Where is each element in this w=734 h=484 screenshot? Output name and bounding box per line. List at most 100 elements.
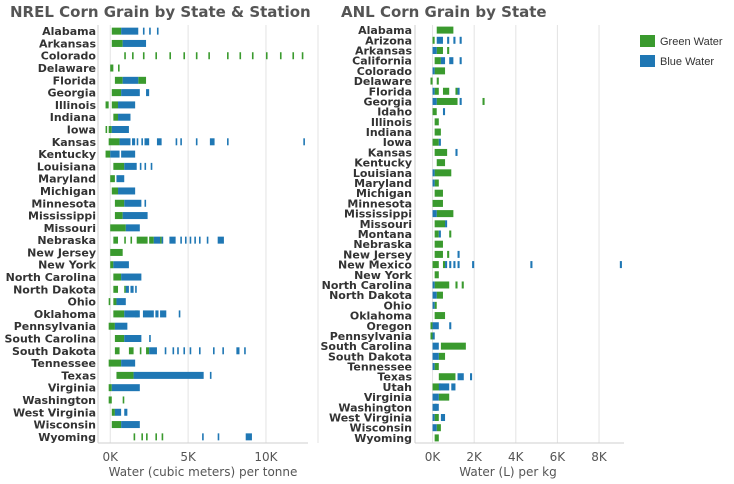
anl-state-label-michigan: Michigan	[356, 187, 412, 200]
nrel-blue-water-mark	[156, 138, 162, 146]
nrel-state-label-virginia: Virginia	[48, 382, 96, 395]
anl-green-water-mark	[434, 250, 443, 258]
anl-state-label-virginia: Virginia	[364, 391, 412, 404]
nrel-blue-water-mark	[142, 27, 145, 35]
anl-blue-water-mark	[438, 383, 450, 391]
anl-green-water-mark	[434, 301, 437, 309]
nrel-green-water-mark	[161, 433, 164, 441]
nrel-state-label-michigan: Michigan	[40, 185, 96, 198]
anl-state-label-west-virginia: West Virginia	[329, 412, 412, 425]
anl-x-tick-label: 4K	[508, 450, 525, 464]
nrel-green-water-mark	[122, 396, 125, 404]
nrel-green-water-mark	[124, 285, 126, 293]
anl-state-label-minnesota: Minnesota	[347, 197, 412, 210]
anl-green-water-mark	[434, 148, 448, 156]
nrel-blue-water-mark	[149, 335, 151, 342]
nrel-green-water-mark	[114, 199, 125, 207]
nrel-green-water-mark	[265, 52, 268, 60]
legend: Green Water Blue Water	[640, 35, 723, 68]
nrel-green-water-mark	[113, 236, 119, 244]
nrel-green-water-mark	[169, 52, 172, 60]
nrel-blue-water-mark	[180, 236, 182, 244]
anl-state-label-montana: Montana	[358, 228, 412, 241]
nrel-blue-water-mark	[144, 162, 147, 170]
nrel-state-label-louisiana: Louisiana	[37, 160, 96, 173]
anl-green-water-mark	[438, 393, 450, 401]
nrel-blue-water-mark	[160, 310, 167, 318]
nrel-state-label-minnesota: Minnesota	[31, 197, 96, 210]
nrel-green-water-mark	[110, 175, 115, 183]
nrel-state-label-illinois: Illinois	[55, 99, 97, 112]
anl-state-label-tennessee: Tennessee	[347, 361, 412, 374]
anl-green-water-mark	[434, 118, 439, 126]
anl-blue-water-mark	[457, 261, 460, 269]
legend-item-green-water[interactable]: Green Water	[640, 35, 723, 48]
nrel-green-water-mark	[279, 52, 282, 60]
anl-green-water-mark	[434, 312, 446, 320]
anl-state-label-georgia: Georgia	[363, 95, 412, 108]
nrel-green-water-mark	[105, 126, 108, 133]
anl-green-water-mark	[436, 26, 454, 34]
nrel-blue-water-mark	[227, 138, 229, 146]
nrel-state-label-florida: Florida	[53, 74, 96, 87]
anl-state-label-arkansas: Arkansas	[355, 44, 412, 57]
anl-blue-water-mark	[432, 179, 435, 187]
anl-state-label-south-carolina: South Carolina	[320, 340, 412, 353]
nrel-blue-water-mark	[156, 27, 159, 35]
anl-state-label-washington: Washington	[338, 401, 412, 414]
anl-state-label-kansas: Kansas	[368, 146, 413, 159]
nrel-state-label-north-dakota: North Dakota	[13, 283, 96, 296]
nrel-blue-water-mark	[222, 347, 224, 355]
nrel-state-label-missouri: Missouri	[44, 222, 96, 235]
nrel-blue-water-mark	[146, 89, 150, 97]
anl-state-label-illinois: Illinois	[371, 116, 413, 129]
nrel-blue-water-mark	[198, 347, 201, 355]
anl-green-water-mark	[434, 169, 452, 177]
nrel-green-water-mark	[132, 52, 134, 60]
anl-blue-water-mark	[432, 210, 437, 218]
anl-green-water-mark	[455, 87, 458, 95]
nrel-blue-water-mark	[122, 76, 139, 84]
nrel-blue-water-mark	[122, 212, 148, 220]
anl-state-label-missouri: Missouri	[360, 218, 412, 231]
anl-state-label-idaho: Idaho	[377, 106, 412, 119]
anl-state-label-new-york: New York	[354, 269, 413, 282]
anl-state-label-iowa: Iowa	[383, 136, 412, 149]
nrel-blue-water-mark	[245, 433, 252, 441]
nrel-green-water-mark	[146, 433, 148, 441]
nrel-green-water-mark	[110, 261, 114, 269]
anl-green-water-mark	[434, 220, 446, 228]
anl-green-water-mark	[434, 87, 439, 95]
nrel-green-water-mark	[110, 224, 126, 232]
nrel-blue-water-mark	[189, 347, 192, 355]
green-water-swatch	[640, 35, 655, 47]
anl-blue-water-mark	[436, 36, 443, 44]
anl-state-label-arizona: Arizona	[365, 34, 412, 47]
nrel-green-water-mark	[239, 52, 242, 60]
anl-blue-water-mark	[442, 108, 446, 116]
anl-green-water-mark	[438, 373, 456, 381]
nrel-green-water-mark	[110, 64, 114, 72]
anl-green-water-mark	[455, 281, 458, 289]
nrel-green-water-mark	[108, 298, 111, 306]
nrel-blue-water-mark	[118, 101, 136, 109]
anl-green-water-mark	[438, 352, 446, 360]
anl-green-water-mark	[432, 261, 439, 269]
anl-blue-water-mark	[432, 87, 435, 95]
anl-state-label-north-dakota: North Dakota	[329, 289, 412, 302]
nrel-state-label-mississippi: Mississippi	[28, 210, 96, 223]
nrel-blue-water-mark	[164, 347, 167, 355]
legend-item-blue-water[interactable]: Blue Water	[640, 55, 714, 68]
nrel-state-label-iowa: Iowa	[67, 124, 96, 137]
anl-strip-marks	[430, 26, 622, 442]
nrel-blue-water-mark	[194, 236, 196, 244]
anl-blue-water-mark	[440, 57, 446, 65]
anl-green-water-mark	[436, 77, 439, 85]
anl-x-tick-label: 8K	[591, 450, 608, 464]
nrel-blue-water-mark	[149, 27, 151, 35]
nrel-green-water-mark	[108, 384, 112, 392]
nrel-blue-water-mark	[180, 138, 182, 146]
nrel-blue-water-mark	[130, 285, 134, 293]
nrel-blue-water-mark	[209, 371, 212, 379]
anl-blue-water-mark	[619, 261, 622, 269]
